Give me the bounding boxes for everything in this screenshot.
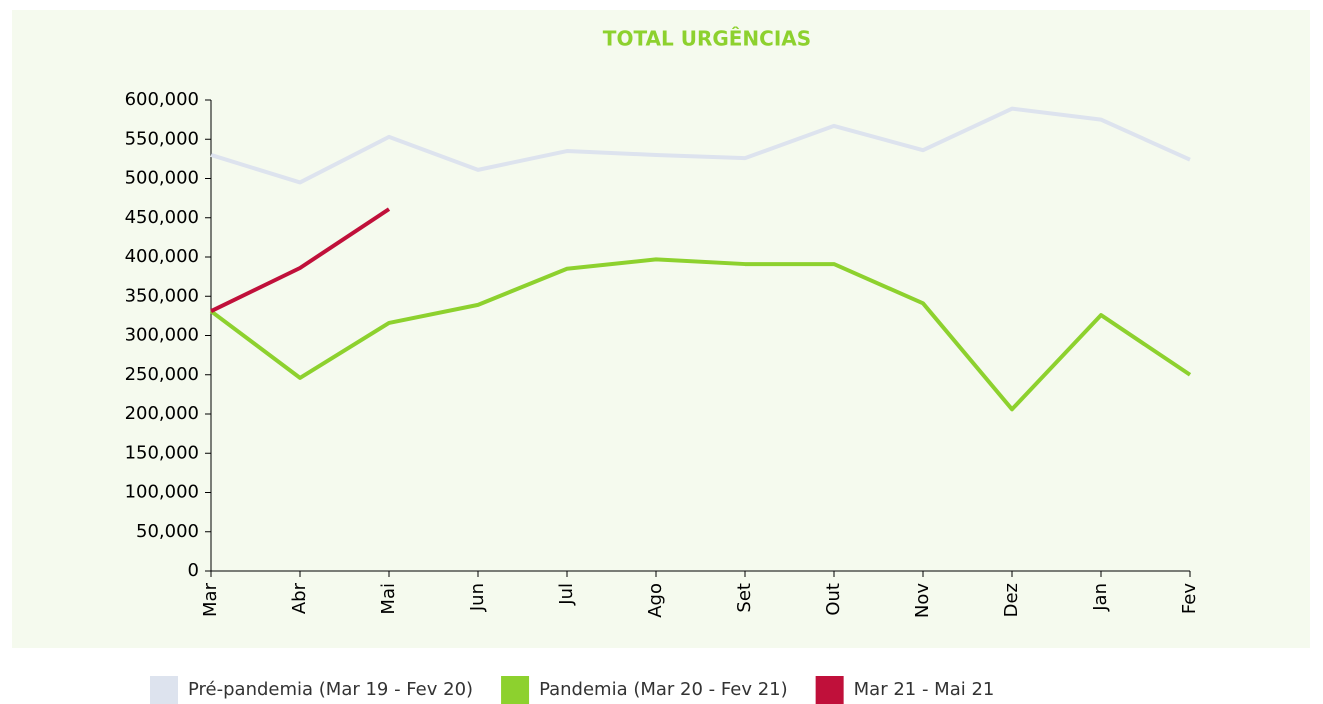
x-tick-label: Fev — [1179, 583, 1200, 614]
y-tick-label: 100,000 — [125, 482, 199, 503]
legend-swatch — [150, 676, 178, 704]
y-tick-label: 550,000 — [125, 128, 199, 149]
x-tick-label: Ago — [645, 583, 666, 618]
legend-label: Mar 21 - Mai 21 — [854, 679, 995, 700]
chart-title: TOTAL URGÊNCIAS — [603, 27, 811, 51]
x-tick-label: Jun — [467, 583, 488, 612]
series-line — [210, 207, 391, 313]
series-line — [209, 257, 1192, 412]
x-tick-label: Dez — [1001, 583, 1022, 617]
legend-label: Pré-pandemia (Mar 19 - Fev 20) — [188, 679, 473, 700]
x-tick-label: Out — [823, 583, 844, 616]
y-tick-label: 350,000 — [125, 285, 199, 306]
y-tick-label: 500,000 — [125, 168, 199, 189]
plot-background — [12, 10, 1310, 648]
x-tick-label: Mar — [200, 582, 221, 617]
x-tick-label: Jan — [1090, 583, 1111, 612]
y-tick-label: 0 — [188, 560, 199, 581]
y-tick-label: 200,000 — [125, 403, 199, 424]
y-tick-label: 250,000 — [125, 364, 199, 385]
y-tick-label: 50,000 — [136, 521, 199, 542]
y-tick-label: 450,000 — [125, 207, 199, 228]
x-tick-label: Mai — [378, 583, 399, 615]
x-tick-label: Jul — [556, 583, 577, 606]
y-tick-label: 150,000 — [125, 442, 199, 463]
series-line — [210, 106, 1191, 185]
y-tick-label: 600,000 — [125, 89, 199, 110]
x-tick-label: Abr — [289, 582, 310, 614]
x-tick-label: Nov — [912, 583, 933, 618]
legend-swatch — [501, 676, 530, 704]
legend-label: Pandemia (Mar 20 - Fev 21) — [539, 679, 788, 700]
y-tick-label: 300,000 — [125, 325, 199, 346]
legend-swatch — [815, 676, 844, 704]
x-tick-label: Set — [734, 583, 755, 613]
y-tick-label: 400,000 — [125, 246, 199, 267]
